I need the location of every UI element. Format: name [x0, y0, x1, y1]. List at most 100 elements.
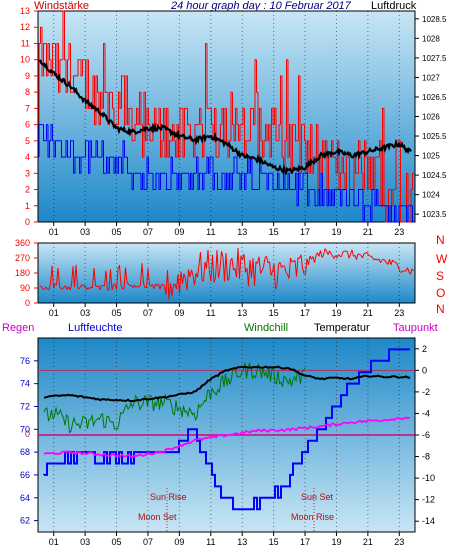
direction-tick-label: 360 [15, 238, 30, 248]
x-tick-label: 17 [300, 227, 310, 237]
wind-tick-label: 10 [20, 55, 30, 65]
humidity-tick-label: 62 [20, 516, 30, 526]
pressure-tick-label: 1023.5 [422, 210, 447, 219]
x-tick-label: 03 [80, 227, 90, 237]
x-tick-label: 13 [237, 308, 247, 318]
direction-tick-label: 180 [15, 268, 30, 278]
sun-rise-label: Sun Rise [150, 492, 187, 502]
wind-direction-line [39, 247, 414, 300]
compass-label: O [436, 286, 445, 300]
humidity-axis: 62 64 66 68 70 72 74 76 [20, 356, 38, 526]
x-tick-label: 01 [49, 227, 59, 237]
compass-label: N [436, 302, 445, 316]
wind-direction-x-axis: 01 03 05 07 09 11 13 15 17 19 21 23 [49, 303, 404, 318]
x-tick-label: 23 [394, 227, 404, 237]
temperature-tick-label: -6 [422, 430, 430, 440]
temperature-humidity-series [38, 348, 415, 511]
compass-label: N [436, 233, 445, 247]
x-tick-label: 15 [269, 537, 279, 547]
x-tick-label: 23 [394, 308, 404, 318]
x-tick-label: 15 [269, 227, 279, 237]
wind-tick-label: 11 [21, 38, 30, 48]
regen-label: Regen [2, 322, 34, 334]
x-tick-label: 07 [143, 308, 153, 318]
wind-pressure-x-axis: 01 03 05 07 09 11 13 15 17 19 21 23 [49, 222, 404, 237]
temperature-line [43, 365, 411, 403]
wind-speed-series [38, 10, 414, 223]
wind-direction-axis: 0 90 180 270 360 [15, 238, 38, 308]
wind-tick-label: 8 [25, 87, 30, 97]
humidity-tick-label: 66 [20, 470, 30, 480]
direction-tick-label: 90 [20, 283, 30, 293]
luftfeuchte-label: Luftfeuchte [68, 322, 122, 334]
pressure-tick-label: 1025.5 [422, 132, 447, 141]
humidity-tick-label: 64 [20, 493, 30, 503]
graph-title: 24 hour graph day : 10 Februar 2017 [170, 0, 352, 12]
wind-direction-series [39, 247, 414, 300]
pressure-axis: 1023.5 1024 1024.5 1025 1025.5 1026 1026.5 1027… [415, 15, 447, 219]
x-tick-label: 11 [206, 308, 215, 318]
pressure-tick-label: 1027 [422, 73, 440, 82]
wind-tick-label: 5 [25, 136, 30, 146]
taupunkt-label: Taupunkt [393, 322, 438, 334]
regen-zero-label: 0 [25, 429, 30, 439]
x-tick-label: 09 [174, 537, 184, 547]
temperature-tick-label: -10 [422, 473, 435, 483]
x-tick-label: 13 [237, 227, 247, 237]
x-tick-label: 01 [49, 308, 59, 318]
pressure-tick-label: 1028.5 [422, 15, 447, 24]
humidity-tick-label: 74 [20, 379, 30, 389]
x-tick-label: 23 [394, 537, 404, 547]
x-tick-label: 21 [363, 308, 373, 318]
wind-tick-label: 4 [25, 152, 30, 162]
wind-tick-label: 3 [25, 168, 30, 178]
windchill-line [43, 361, 306, 434]
temperature-tick-label: -8 [422, 452, 430, 462]
wind-tick-label: 6 [25, 120, 30, 130]
temperature-humidity-x-axis: 01 03 05 07 09 11 13 15 17 19 21 23 [49, 532, 404, 547]
wind-tick-label: 2 [25, 185, 30, 195]
x-tick-label: 21 [363, 227, 373, 237]
temperatur-label: Temperatur [314, 322, 370, 334]
dewpoint-line [43, 416, 411, 459]
x-tick-label: 09 [174, 308, 184, 318]
wind-average-line [38, 124, 414, 223]
x-tick-label: 09 [174, 227, 184, 237]
temperature-tick-label: -12 [422, 495, 435, 505]
x-tick-label: 05 [112, 227, 122, 237]
pressure-tick-label: 1024 [422, 191, 440, 200]
wind-tick-label: 13 [20, 6, 30, 16]
pressure-tick-label: 1026 [422, 113, 440, 122]
moon-set-label: Moon Set [138, 512, 177, 522]
x-tick-label: 11 [206, 537, 215, 547]
pressure-line [38, 59, 412, 176]
wind-tick-label: 1 [25, 201, 30, 211]
x-tick-label: 17 [300, 308, 310, 318]
humidity-line [43, 348, 410, 511]
pressure-tick-label: 1026.5 [422, 93, 447, 102]
temperature-tick-label: 0 [422, 365, 427, 375]
windstaerke-label: Windstärke [34, 0, 89, 12]
temperature-tick-label: -14 [422, 516, 435, 526]
temperature-tick-label: 2 [422, 344, 427, 354]
x-tick-label: 01 [49, 537, 59, 547]
wind-tick-label: 7 [25, 103, 30, 113]
humidity-tick-label: 70 [20, 424, 30, 434]
x-tick-label: 05 [112, 537, 122, 547]
x-tick-label: 19 [331, 227, 341, 237]
x-tick-label: 07 [143, 537, 153, 547]
compass-label: S [436, 269, 444, 283]
humidity-tick-label: 76 [20, 356, 30, 366]
x-tick-label: 15 [269, 308, 279, 318]
moon-rise-label: Moon Rise [291, 512, 334, 522]
x-tick-label: 21 [363, 537, 373, 547]
direction-tick-label: 270 [15, 253, 30, 263]
x-tick-label: 07 [143, 227, 153, 237]
wind-tick-label: 9 [25, 71, 30, 81]
direction-tick-label: 0 [25, 298, 30, 308]
x-tick-label: 11 [206, 227, 215, 237]
